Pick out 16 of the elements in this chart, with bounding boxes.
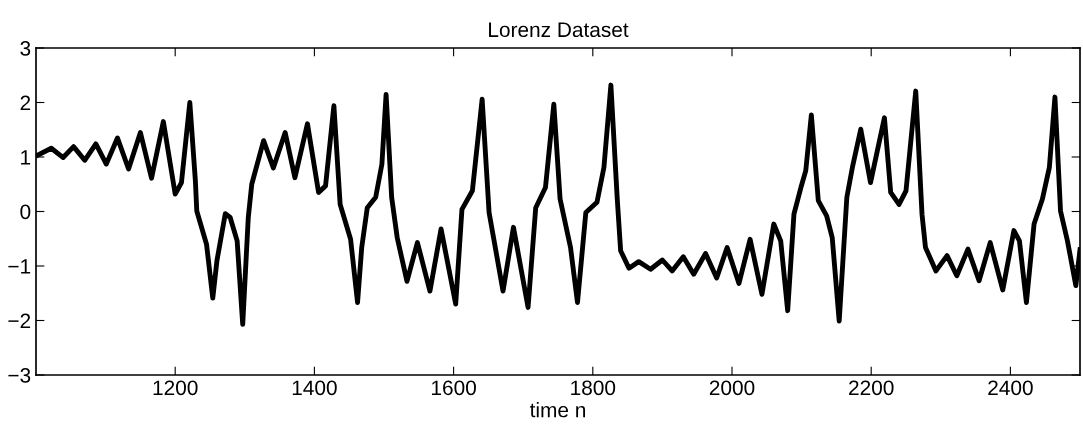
y-tick-label: 2 — [20, 95, 31, 111]
y-tick-label: −1 — [8, 259, 31, 274]
y-tick-label: 1 — [21, 150, 31, 165]
y-tick-label: 0 — [20, 204, 31, 220]
x-tick-label: 1200 — [153, 380, 198, 396]
y-tick-label: 3 — [20, 41, 31, 56]
y-tick-label: −2 — [8, 313, 31, 329]
x-axis-title: time n — [529, 402, 586, 418]
x-tick-label: 1400 — [292, 380, 337, 396]
x-tick-label: 1800 — [571, 380, 616, 396]
x-tick-label: 2000 — [709, 380, 755, 396]
chart-title: Lorenz Dataset — [489, 22, 629, 38]
x-tick-label: 1600 — [432, 380, 476, 396]
x-tick-label: 2200 — [849, 380, 894, 396]
x-tick-label: 2400 — [988, 380, 1033, 396]
y-tick-label: −3 — [8, 368, 31, 383]
